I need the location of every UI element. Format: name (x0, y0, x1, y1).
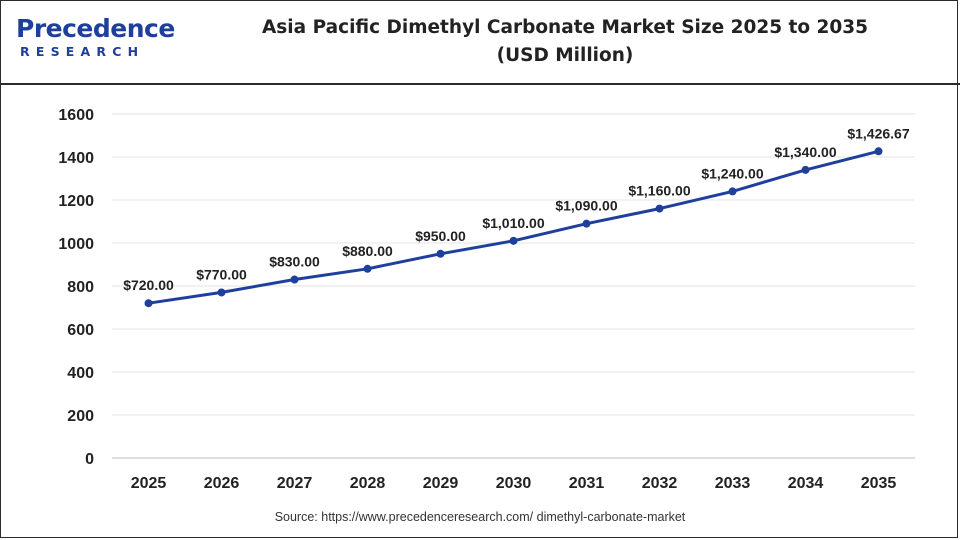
y-tick-label: 200 (67, 408, 94, 425)
data-point (509, 236, 518, 245)
gridlines (112, 113, 915, 459)
data-label: $1,090.00 (555, 198, 617, 214)
chart-title: Asia Pacific Dimethyl Carbonate Market S… (200, 14, 930, 70)
logo-wordmark: Precedence (16, 14, 175, 43)
data-label: $950.00 (415, 228, 466, 244)
y-tick-label: 1000 (58, 236, 94, 253)
data-label: $1,160.00 (628, 183, 690, 199)
header: Precedence RESEARCH Asia Pacific Dimethy… (0, 0, 960, 84)
data-point (217, 288, 226, 297)
y-tick-label: 1400 (58, 150, 94, 167)
data-label: $1,426.67 (847, 125, 909, 141)
data-label: $720.00 (123, 277, 174, 293)
x-tick-label: 2031 (569, 475, 605, 492)
precedence-research-logo[interactable]: Precedence RESEARCH (16, 14, 175, 64)
x-tick-label: 2035 (861, 475, 897, 492)
x-tick-label: 2034 (788, 475, 824, 492)
data-labels: $720.00 $770.00 $830.00 $880.00 $950.00 $1,01… (123, 125, 910, 293)
chart-title-line1: Asia Pacific Dimethyl Carbonate Market S… (261, 17, 869, 38)
y-tick-label: 600 (67, 322, 94, 339)
logo-subtitle: RESEARCH (20, 44, 145, 59)
data-point (144, 299, 153, 308)
chart-title-line2: (USD Million) (496, 45, 634, 66)
x-tick-label: 2029 (423, 475, 459, 492)
data-point (436, 249, 445, 258)
data-point (582, 219, 591, 228)
data-label: $1,340.00 (774, 144, 836, 160)
x-tick-label: 2025 (131, 475, 167, 492)
data-point (290, 275, 299, 284)
y-tick-label: 1600 (58, 107, 94, 124)
x-axis-ticks: 2025 2026 2027 2028 2029 2030 2031 2032 2033 2034… (131, 475, 897, 492)
data-label: $830.00 (269, 254, 320, 270)
data-label: $880.00 (342, 243, 393, 259)
y-tick-label: 400 (67, 365, 94, 382)
data-point (801, 165, 810, 174)
x-tick-label: 2030 (496, 475, 532, 492)
source-note: Source: https://www.precedenceresearch.c… (274, 510, 686, 524)
x-tick-label: 2028 (350, 475, 386, 492)
x-tick-label: 2033 (715, 475, 751, 492)
data-label: $1,010.00 (482, 215, 544, 231)
y-tick-label: 0 (85, 451, 94, 468)
data-point (363, 264, 372, 273)
data-point (655, 204, 664, 213)
data-point (874, 147, 883, 156)
y-tick-label: 1200 (58, 193, 94, 210)
header-divider (0, 83, 960, 85)
data-points (144, 147, 883, 308)
x-tick-label: 2026 (204, 475, 240, 492)
y-axis-ticks: 0 200 400 600 800 1000 1200 1400 1600 (58, 107, 94, 468)
data-label: $1,240.00 (701, 165, 763, 181)
data-label: $770.00 (196, 266, 247, 282)
x-tick-label: 2027 (277, 475, 313, 492)
y-tick-label: 800 (67, 279, 94, 296)
x-tick-label: 2032 (642, 475, 678, 492)
data-point (728, 187, 737, 196)
